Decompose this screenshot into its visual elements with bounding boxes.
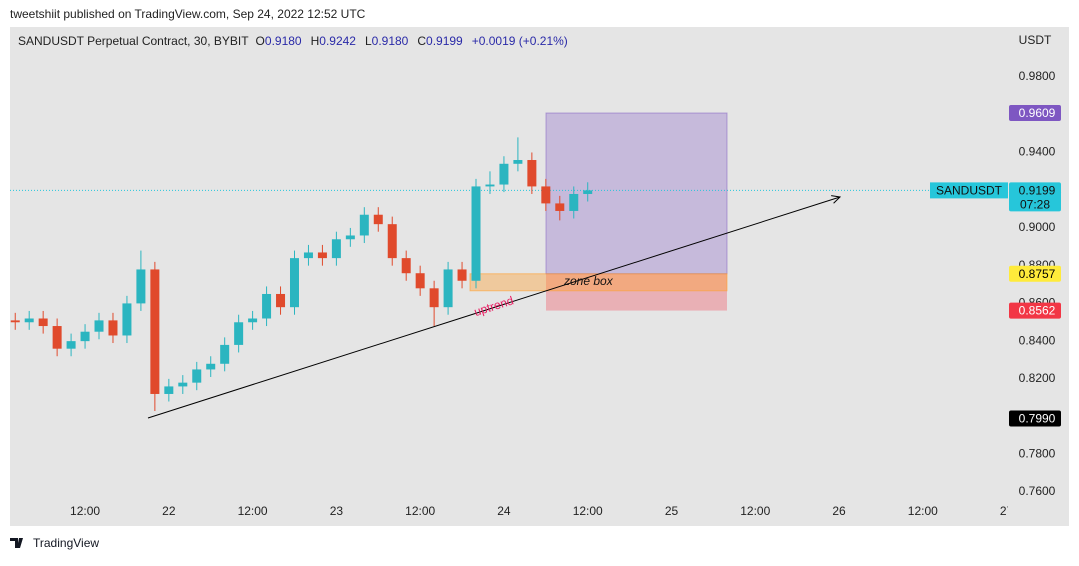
candle-body (80, 331, 90, 342)
y-tick-label: 0.7800 (1019, 447, 1056, 461)
candle-body (303, 252, 313, 259)
candle-body (94, 320, 104, 332)
candle-body (234, 322, 244, 345)
candle-body (150, 269, 160, 394)
y-tick-label: 0.7600 (1019, 484, 1056, 498)
countdown: 07:28 (1020, 198, 1050, 212)
price-tag (1009, 410, 1061, 427)
ohlc-value: 0.9199 (426, 34, 463, 48)
logo (10, 538, 23, 548)
y-unit: USDT (1019, 33, 1052, 47)
price-tag (1009, 265, 1061, 282)
candle-body (108, 320, 118, 336)
candle-body (415, 273, 425, 289)
trend-line (147, 197, 840, 419)
candle-body (136, 269, 146, 304)
candle-body (527, 160, 537, 187)
y-tick-label: 0.9800 (1019, 69, 1056, 83)
x-tick-label: 12:00 (405, 504, 435, 518)
candle-body (569, 193, 579, 211)
candle-body (10, 320, 20, 323)
x-tick-label: 25 (665, 504, 679, 518)
candle-body (178, 382, 188, 387)
symbol-tag (930, 182, 1008, 199)
candle-body (345, 235, 355, 240)
x-tick-label: 27 (1000, 504, 1014, 518)
candle-body (359, 214, 369, 236)
candle-body (206, 363, 216, 370)
symbol-tag-label: SANDUSDT (936, 184, 1003, 198)
footer: TradingView (33, 536, 99, 550)
candle-body (429, 288, 439, 308)
legend: SANDUSDT Perpetual Contract, 30, BYBIT O… (18, 34, 568, 48)
x-tick-label: 22 (162, 504, 176, 518)
candle-body (52, 326, 62, 349)
candle-body (555, 203, 565, 211)
candle-body (513, 160, 523, 164)
chart-title: SANDUSDT Perpetual Contract, 30, BYBIT (18, 34, 249, 48)
x-tick-label: 12:00 (573, 504, 603, 518)
candle-body (471, 186, 481, 281)
ohlc-value: 0.9180 (372, 34, 409, 48)
candle-body (317, 252, 327, 259)
candle-body (220, 344, 230, 364)
last-price-label: 0.9199 (1019, 184, 1056, 198)
target-zone (545, 112, 728, 275)
x-tick-label: 12:00 (238, 504, 268, 518)
ohlc-name: O (256, 34, 265, 48)
ohlc-name: L (365, 34, 372, 48)
candle-body (443, 269, 453, 308)
candle-body (276, 293, 286, 308)
candle-body (373, 214, 383, 225)
ohlc-name: C (417, 34, 426, 48)
x-tick-label: 24 (497, 504, 511, 518)
candle-body (164, 386, 174, 394)
candle-body (541, 186, 551, 204)
candle-body (401, 258, 411, 274)
ohlc-name: H (311, 34, 320, 48)
price-tag (1009, 105, 1061, 122)
ohlc-value: 0.9180 (265, 34, 302, 48)
price-tag-label: 0.9609 (1019, 106, 1056, 120)
x-tick-label: 12:00 (908, 504, 938, 518)
x-tick-label: 26 (832, 504, 846, 518)
candle-body (583, 190, 593, 194)
price-tag-label: 0.8757 (1019, 267, 1056, 281)
candle-body (248, 318, 258, 323)
x-tick-label: 23 (330, 504, 344, 518)
change: +0.0019 (+0.21%) (472, 34, 568, 48)
last-price-tag (1009, 182, 1061, 212)
candle-body (485, 184, 495, 187)
candle-body (262, 293, 272, 319)
candle-body (331, 239, 341, 259)
candle-body (38, 318, 48, 327)
candle-body (24, 318, 34, 323)
candle-body (499, 163, 509, 185)
candle-body (66, 341, 76, 349)
candle-body (122, 303, 132, 336)
x-tick-label: 12:00 (740, 504, 770, 518)
y-tick-label: 0.9400 (1019, 145, 1056, 159)
stop-zone (546, 273, 727, 311)
x-tick-label: 12:00 (70, 504, 100, 518)
header: tweetshiit published on TradingView.com,… (10, 7, 366, 21)
y-tick-label: 0.8400 (1019, 333, 1056, 347)
price-tag-label: 0.7990 (1019, 412, 1056, 426)
y-tick-label: 0.8200 (1019, 371, 1056, 385)
price-tag (1009, 302, 1061, 319)
candle-body (457, 269, 467, 281)
candle-body (192, 369, 202, 383)
annotation: zone box (563, 274, 614, 288)
chart-area (10, 27, 1069, 526)
candle-body (387, 224, 397, 259)
ohlc-value: 0.9242 (319, 34, 356, 48)
y-tick-label: 0.9000 (1019, 220, 1056, 234)
candle-body (289, 258, 299, 308)
x-axis: 12:00 22 12:00 23 12:00 24 12:00 25 12:00 26 12:00… (70, 504, 1014, 518)
price-tag-label: 0.8562 (1019, 304, 1056, 318)
